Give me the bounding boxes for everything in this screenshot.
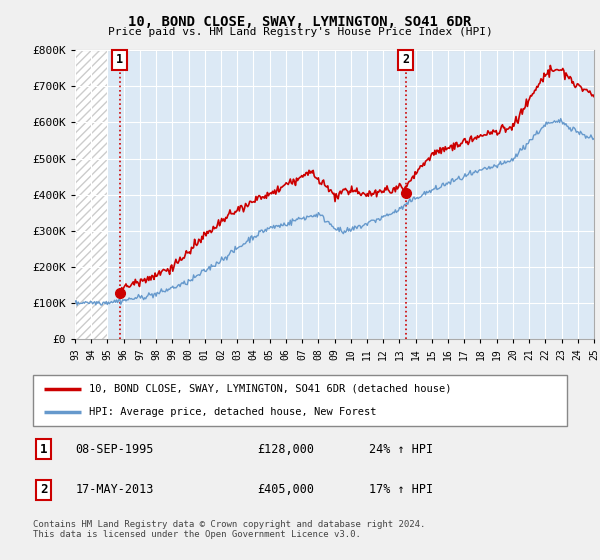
- Text: Price paid vs. HM Land Registry's House Price Index (HPI): Price paid vs. HM Land Registry's House …: [107, 27, 493, 37]
- Text: 1: 1: [116, 53, 123, 66]
- Text: Contains HM Land Registry data © Crown copyright and database right 2024.
This d: Contains HM Land Registry data © Crown c…: [33, 520, 425, 539]
- Text: 17% ↑ HPI: 17% ↑ HPI: [370, 483, 434, 496]
- FancyBboxPatch shape: [33, 375, 567, 426]
- Text: £405,000: £405,000: [257, 483, 314, 496]
- Text: 24% ↑ HPI: 24% ↑ HPI: [370, 442, 434, 456]
- Text: HPI: Average price, detached house, New Forest: HPI: Average price, detached house, New …: [89, 407, 377, 417]
- Text: 17-MAY-2013: 17-MAY-2013: [76, 483, 154, 496]
- Text: £128,000: £128,000: [257, 442, 314, 456]
- Text: 08-SEP-1995: 08-SEP-1995: [76, 442, 154, 456]
- Text: 2: 2: [40, 483, 47, 496]
- Text: 10, BOND CLOSE, SWAY, LYMINGTON, SO41 6DR: 10, BOND CLOSE, SWAY, LYMINGTON, SO41 6D…: [128, 15, 472, 29]
- Text: 2: 2: [402, 53, 409, 66]
- Text: 10, BOND CLOSE, SWAY, LYMINGTON, SO41 6DR (detached house): 10, BOND CLOSE, SWAY, LYMINGTON, SO41 6D…: [89, 384, 452, 394]
- Text: 1: 1: [40, 442, 47, 456]
